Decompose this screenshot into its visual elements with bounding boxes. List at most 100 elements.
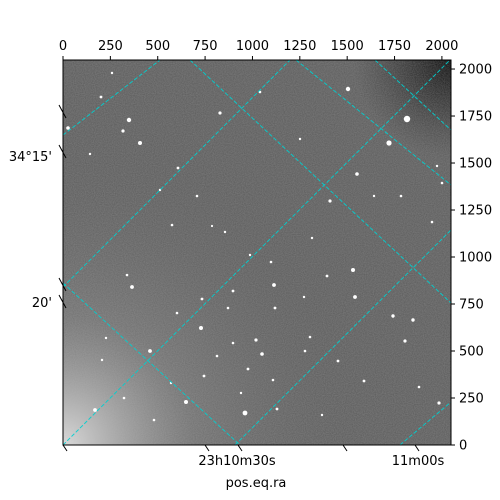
grid-line — [399, 401, 451, 445]
star — [411, 318, 415, 322]
y-tick-label: 500 — [459, 345, 484, 360]
grid-line — [63, 60, 291, 288]
y-tick-label: 750 — [459, 298, 484, 313]
star — [199, 326, 203, 330]
x-tick-label: 0 — [59, 39, 67, 54]
star — [104, 336, 108, 340]
x-tick-label: 1250 — [283, 39, 316, 54]
ra-tick-mark — [414, 444, 420, 452]
ra-axis: 23h10m30s 11m00s pos.eq.ra — [62, 444, 445, 491]
star — [248, 253, 252, 257]
star — [99, 95, 103, 99]
star — [148, 349, 152, 353]
grid-line — [295, 60, 451, 186]
star — [391, 314, 395, 318]
y-tick-label: 1000 — [459, 251, 492, 266]
star — [310, 236, 314, 240]
star — [122, 396, 126, 400]
star — [403, 339, 407, 343]
y-tick-label: 1500 — [459, 157, 492, 172]
star — [202, 374, 206, 378]
dec-tick-mark — [58, 294, 67, 309]
pixel-y-axis: 0 250 500 750 1000 1250 1500 1750 2000 — [451, 63, 492, 454]
x-tick-label: 2000 — [425, 39, 458, 54]
dec-axis: 34°15' 20' — [9, 104, 67, 311]
star — [308, 335, 312, 339]
star — [440, 181, 444, 185]
star — [386, 140, 392, 146]
star — [93, 408, 97, 412]
star — [325, 274, 329, 278]
star — [302, 295, 306, 299]
star — [403, 115, 411, 123]
x-tick-label: 250 — [98, 39, 123, 54]
dec-tick-mark — [58, 104, 67, 119]
star — [210, 224, 214, 228]
star — [152, 418, 156, 422]
star — [170, 223, 174, 227]
star — [372, 194, 376, 198]
x-tick-label: 1000 — [236, 39, 269, 54]
star — [223, 230, 227, 234]
ra-tick-mark — [62, 444, 68, 452]
star — [254, 338, 258, 342]
star — [215, 354, 219, 358]
star — [246, 367, 250, 371]
star — [336, 359, 340, 363]
star — [435, 164, 439, 168]
star — [218, 111, 222, 115]
star — [272, 283, 276, 287]
plot-frame — [62, 59, 452, 446]
star — [176, 166, 180, 170]
x-tick-label: 500 — [145, 39, 170, 54]
y-tick-label: 1250 — [459, 204, 492, 219]
star — [399, 194, 403, 198]
star — [353, 295, 357, 299]
star — [110, 71, 114, 75]
star — [303, 349, 307, 353]
grid-line — [63, 282, 241, 445]
y-tick-label: 1750 — [459, 110, 492, 125]
star — [273, 306, 277, 310]
star — [226, 306, 230, 310]
star — [430, 220, 434, 224]
star — [320, 413, 324, 417]
star — [126, 117, 132, 123]
x-tick-label: 1750 — [378, 39, 411, 54]
star — [351, 268, 355, 272]
star — [130, 285, 134, 289]
coordinate-grid — [63, 60, 451, 445]
star — [184, 400, 188, 404]
star — [175, 311, 179, 315]
star — [355, 172, 359, 176]
ra-tick-label: 23h10m30s — [198, 454, 276, 469]
grid-line — [189, 60, 451, 304]
star — [271, 378, 275, 382]
dec-tick-label: 20' — [32, 296, 52, 311]
grid-line — [63, 60, 451, 445]
star — [328, 199, 332, 203]
dec-tick-label: 34°15' — [9, 150, 52, 165]
pixel-x-axis: 0 250 500 750 1000 1250 1500 1750 2000 — [59, 39, 458, 60]
grid-line — [63, 60, 161, 136]
ra-tick-mark — [237, 444, 243, 452]
grid-line — [374, 60, 451, 131]
star — [345, 86, 351, 92]
x-tick-label: 1500 — [331, 39, 364, 54]
star — [66, 126, 70, 130]
y-tick-label: 250 — [459, 392, 484, 407]
star — [100, 358, 104, 362]
dec-tick-mark — [58, 277, 67, 292]
star-field — [66, 71, 444, 422]
star — [437, 401, 441, 405]
star — [362, 379, 366, 383]
x-axis-label: pos.eq.ra — [226, 476, 287, 491]
star — [269, 260, 273, 264]
star — [260, 352, 264, 356]
star — [138, 141, 142, 145]
star — [417, 385, 421, 389]
dec-tick-mark — [58, 144, 67, 159]
ra-tick-label: 11m00s — [392, 454, 445, 469]
star — [125, 273, 129, 277]
y-tick-label: 0 — [459, 439, 467, 454]
